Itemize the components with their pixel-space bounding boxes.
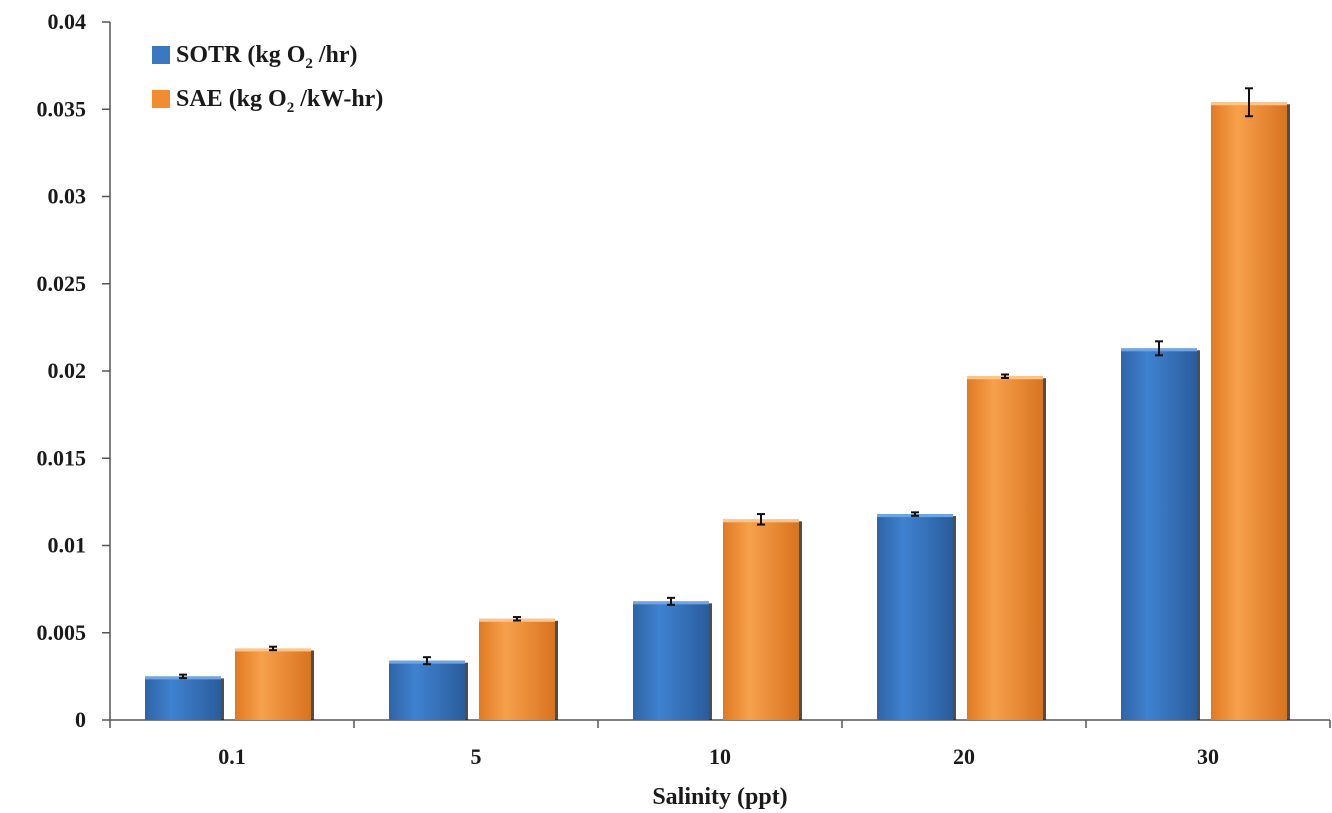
y-tick-label: 0.005 bbox=[37, 620, 87, 645]
legend-swatch bbox=[152, 46, 170, 64]
bar-sae bbox=[479, 618, 555, 720]
bar-sae bbox=[235, 648, 311, 720]
bar-shadow bbox=[221, 678, 224, 720]
x-tick-label: 5 bbox=[471, 744, 482, 769]
legend-label: SAE (kg O2 /kW-hr) bbox=[176, 86, 383, 116]
bar-shadow bbox=[953, 516, 956, 720]
y-tick-label: 0.01 bbox=[48, 533, 87, 558]
legend-label-part: /kW-hr) bbox=[294, 86, 383, 112]
bar-sae bbox=[967, 376, 1043, 720]
y-tick-label: 0.02 bbox=[48, 358, 87, 383]
bar-shadow bbox=[555, 620, 558, 720]
legend-label: SOTR (kg O2 /hr) bbox=[176, 42, 358, 72]
bar-sotr bbox=[389, 660, 465, 720]
y-tick-label: 0.015 bbox=[37, 445, 87, 470]
x-axis-title: Salinity (ppt) bbox=[652, 784, 787, 810]
y-tick-label: 0.03 bbox=[48, 184, 87, 209]
labels-group: 0 0.005 0.01 0.015 0.02 0.025 0.03 0.035 0.04 0.1… bbox=[37, 9, 1220, 810]
bar-shadow bbox=[1197, 350, 1200, 720]
bar-shadow bbox=[709, 603, 712, 720]
x-tick-label: 10 bbox=[709, 744, 731, 769]
bar-sotr bbox=[633, 601, 709, 720]
legend-label-part: SAE (kg O bbox=[176, 86, 287, 112]
x-tick-label: 30 bbox=[1197, 744, 1219, 769]
legend-label-part: SOTR (kg O bbox=[176, 42, 305, 68]
bar-shadow bbox=[1287, 104, 1290, 720]
y-tick-label: 0.035 bbox=[37, 96, 87, 121]
y-tick-label: 0 bbox=[75, 707, 86, 732]
legend: SOTR (kg O2 /hr)SAE (kg O2 /kW-hr) bbox=[152, 42, 383, 116]
bar-sae bbox=[723, 519, 799, 720]
bar-sotr bbox=[877, 514, 953, 720]
bar-shadow bbox=[1043, 378, 1046, 720]
bar-shadow bbox=[311, 650, 314, 720]
y-tick-label: 0.04 bbox=[48, 9, 87, 34]
bar-sae bbox=[1211, 102, 1287, 720]
x-tick-label: 0.1 bbox=[218, 744, 246, 769]
legend-label-subscript: 2 bbox=[287, 100, 295, 116]
bar-shadow bbox=[465, 662, 468, 720]
bar-shadow bbox=[799, 521, 802, 720]
y-tick-label: 0.025 bbox=[37, 271, 87, 296]
legend-label-subscript: 2 bbox=[305, 56, 313, 72]
x-tick-label: 20 bbox=[953, 744, 975, 769]
bar-sotr bbox=[1121, 348, 1197, 720]
legend-label-part: /hr) bbox=[313, 42, 358, 68]
legend-swatch bbox=[152, 90, 170, 108]
bar-sotr bbox=[145, 676, 221, 720]
bars-group bbox=[145, 87, 1290, 720]
